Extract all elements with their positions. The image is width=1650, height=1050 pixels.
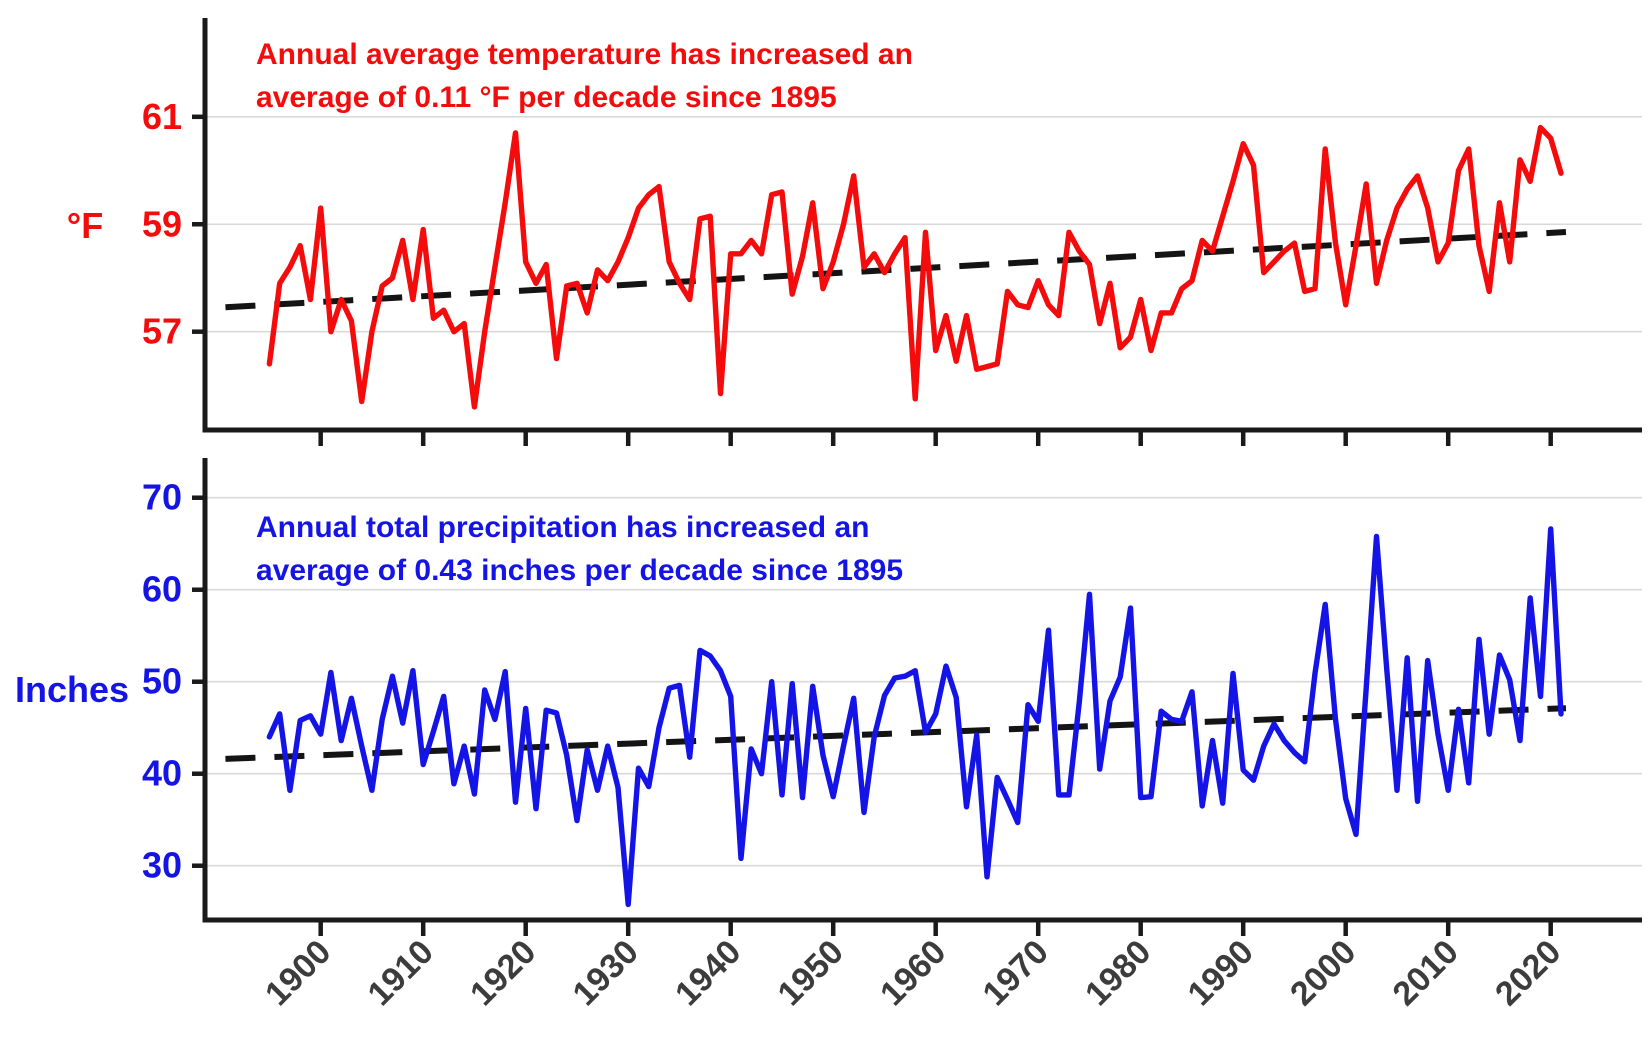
- temp-y-axis-label: °F: [67, 205, 103, 246]
- x-tick-label: 1960: [873, 933, 953, 1013]
- precip-data-line: [266, 526, 1564, 908]
- temp-annotation-line-1: Annual average temperature has increased…: [256, 38, 913, 71]
- x-tick-label: 1930: [566, 933, 646, 1013]
- temp-y-tick-label: 57: [142, 311, 182, 352]
- precip-y-tick-label: 30: [142, 845, 182, 886]
- precip-y-tick-label: 70: [142, 477, 182, 518]
- precip-y-axis-label: Inches: [15, 669, 129, 710]
- precip-y-tick-label: 40: [142, 753, 182, 794]
- x-tick-label: 1970: [976, 933, 1056, 1013]
- x-tick-label: 2010: [1386, 933, 1466, 1013]
- temp-y-tick-label: 59: [142, 203, 182, 244]
- x-axis-tick-labels: 1900 1910 1920 1930 1940 1950 1960 1970 1980 1990…: [258, 933, 1568, 1013]
- temp-trend-line: [225, 229, 1567, 311]
- precipitation-panel: 30 40 50 60 70: [142, 458, 1642, 936]
- precip-y-tick-label: 60: [142, 569, 182, 610]
- x-tick-label: 1940: [668, 933, 748, 1013]
- x-tick-label: 2020: [1488, 933, 1568, 1013]
- x-tick-label: 1910: [361, 933, 441, 1013]
- x-tick-label: 1900: [258, 933, 338, 1013]
- temp-data-line: [266, 124, 1564, 410]
- x-tick-label: 1950: [771, 933, 851, 1013]
- temp-annotation-line-2: average of 0.11 °F per decade since 1895: [256, 81, 837, 114]
- temp-y-tick-label: 61: [142, 96, 182, 137]
- precip-annotation-line-1: Annual total precipitation has increased…: [256, 511, 869, 544]
- x-tick-label: 2000: [1283, 933, 1363, 1013]
- temperature-panel: 57 59 61: [142, 18, 1642, 446]
- x-tick-label: 1990: [1181, 933, 1261, 1013]
- precip-y-tick-label: 50: [142, 661, 182, 702]
- x-tick-label: 1980: [1078, 933, 1158, 1013]
- precip-annotation-line-2: average of 0.43 inches per decade since …: [256, 554, 903, 587]
- x-tick-label: 1920: [463, 933, 543, 1013]
